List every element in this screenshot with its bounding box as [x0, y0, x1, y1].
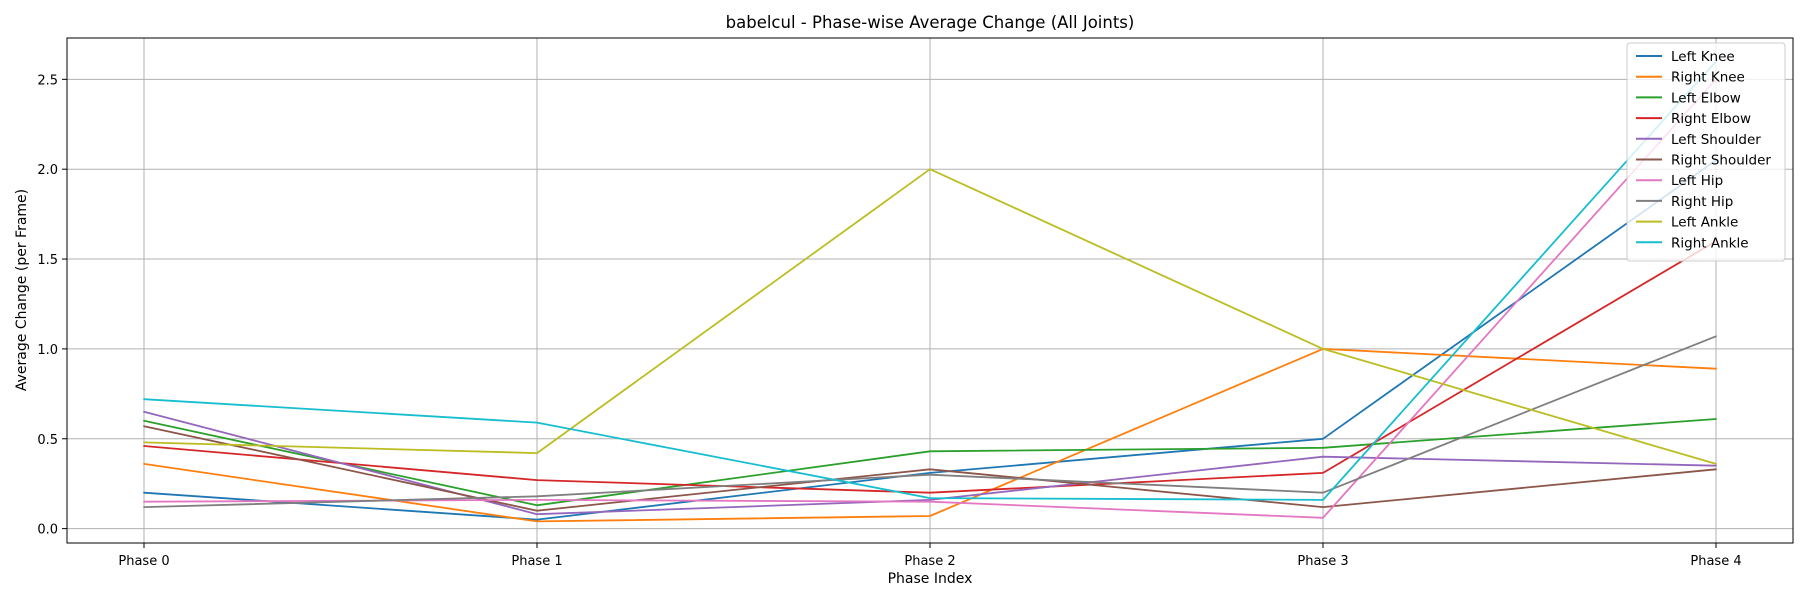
legend-box	[1626, 42, 1786, 262]
x-axis-ticks: Phase 0 Phase 1 Phase 2 Phase 3 Phase 4	[118, 543, 1742, 569]
series-line-right-shoulder	[143, 425, 1717, 512]
y-axis-label: Average Change (per Frame)	[14, 189, 30, 391]
y-axis-ticks: 0.0 0.5 1.0 1.5 2.0 2.5	[37, 73, 67, 538]
series-line-right-ankle	[143, 60, 1717, 501]
legend-label: Left Hip	[1671, 173, 1723, 189]
legend: Left Knee Right Knee Left Elbow Right Elbow…	[1626, 42, 1786, 262]
y-tick-label: 1.5	[37, 253, 58, 268]
x-tick-label: Phase 1	[511, 554, 562, 569]
y-tick-label: 2.0	[37, 163, 58, 178]
legend-label: Right Ankle	[1671, 235, 1749, 251]
series-line-right-hip	[143, 335, 1717, 509]
series-line-left-shoulder	[143, 410, 1717, 516]
legend-label: Right Knee	[1671, 70, 1745, 86]
x-axis-label: Phase Index	[888, 571, 973, 587]
plot-lines	[143, 60, 1717, 523]
grid	[67, 38, 1793, 543]
y-tick-label: 0.5	[37, 433, 58, 448]
legend-label: Right Hip	[1671, 194, 1733, 210]
legend-label: Left Ankle	[1671, 215, 1738, 231]
legend-label: Right Shoulder	[1671, 153, 1771, 169]
legend-label: Left Shoulder	[1671, 132, 1761, 148]
x-tick-label: Phase 0	[118, 554, 169, 569]
legend-label: Left Elbow	[1671, 90, 1741, 106]
series-line-right-elbow	[143, 240, 1717, 494]
y-tick-label: 1.0	[37, 343, 58, 358]
series-line-left-ankle	[143, 168, 1717, 465]
x-tick-label: Phase 4	[1690, 554, 1741, 569]
series-line-right-knee	[143, 347, 1717, 523]
x-tick-label: Phase 3	[1297, 554, 1348, 569]
series-line-left-knee	[143, 159, 1717, 521]
y-tick-label: 0.0	[37, 523, 58, 538]
y-tick-label: 2.5	[37, 73, 58, 88]
legend-label: Left Knee	[1671, 49, 1735, 65]
series-line-left-elbow	[143, 418, 1717, 507]
x-tick-label: Phase 2	[904, 554, 955, 569]
legend-label: Right Elbow	[1671, 111, 1751, 127]
chart-title: babelcul - Phase-wise Average Change (Al…	[726, 13, 1135, 32]
